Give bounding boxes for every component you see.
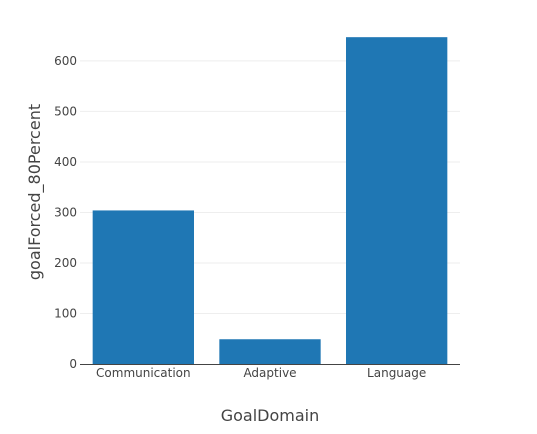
bars [92, 37, 448, 364]
x-axis-title: GoalDomain [221, 406, 320, 425]
y-tick-label: 200 [54, 256, 77, 270]
x-tick-label: Communication [96, 366, 191, 380]
y-tick-label: 400 [54, 155, 77, 169]
x-tick-label: Adaptive [243, 366, 296, 380]
x-tick-label: Language [367, 366, 426, 380]
y-tick-label: 0 [69, 357, 77, 371]
y-tick-label: 500 [54, 104, 77, 118]
y-tick-label: 600 [54, 54, 77, 68]
bar-communication [92, 210, 194, 364]
y-tick-label: 100 [54, 306, 77, 320]
y-tick-labels: 0 100 200 300 400 500 600 [54, 54, 77, 371]
bar-language [346, 37, 448, 364]
y-axis-title: goalForced_80Percent [25, 104, 45, 280]
x-tick-labels: Communication Adaptive Language [96, 366, 426, 380]
y-tick-label: 300 [54, 205, 77, 219]
bar-adaptive [219, 339, 321, 364]
